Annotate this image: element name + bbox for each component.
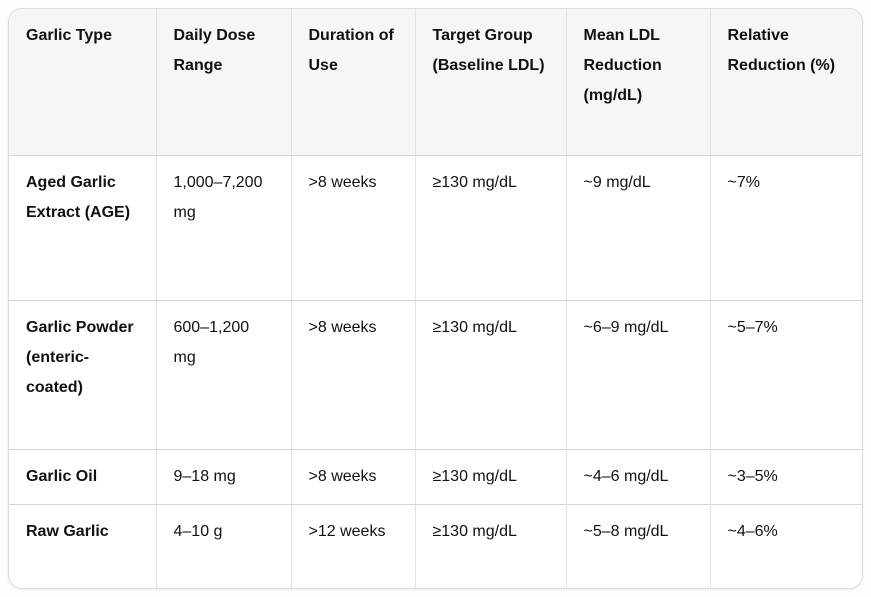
- header-cell-duration-of-use: Duration of Use: [290, 9, 416, 156]
- header-cell-mean-ldl-reduction: Mean LDL Reduction (mg/dL): [565, 9, 711, 156]
- garlic-ldl-table: Garlic Type Daily Dose Range Duration of…: [9, 9, 862, 588]
- garlic-table-card: Garlic Type Daily Dose Range Duration of…: [8, 8, 863, 589]
- cell-relative-reduction: ~7%: [709, 154, 862, 301]
- header-cell-relative-reduction: Relative Reduction (%): [709, 9, 862, 156]
- cell-daily-dose-range: 4–10 g: [155, 503, 292, 588]
- table-row-garlic-powder: Garlic Powder (enteric-coated) 600–1,200…: [9, 299, 862, 450]
- table-row-aged-garlic-extract: Aged Garlic Extract (AGE) 1,000–7,200 mg…: [9, 154, 862, 301]
- table-row-garlic-oil: Garlic Oil 9–18 mg >8 weeks ≥130 mg/dL ~…: [9, 448, 862, 505]
- cell-relative-reduction: ~5–7%: [709, 299, 862, 450]
- header-cell-target-group: Target Group (Baseline LDL): [414, 9, 567, 156]
- cell-garlic-type: Aged Garlic Extract (AGE): [9, 154, 157, 301]
- cell-target-group: ≥130 mg/dL: [414, 448, 567, 505]
- header-cell-daily-dose-range: Daily Dose Range: [155, 9, 292, 156]
- cell-daily-dose-range: 9–18 mg: [155, 448, 292, 505]
- cell-duration-of-use: >12 weeks: [290, 503, 416, 588]
- cell-target-group: ≥130 mg/dL: [414, 154, 567, 301]
- table-header-row: Garlic Type Daily Dose Range Duration of…: [9, 9, 862, 156]
- cell-mean-ldl-reduction: ~6–9 mg/dL: [565, 299, 711, 450]
- header-cell-garlic-type: Garlic Type: [9, 9, 157, 156]
- cell-mean-ldl-reduction: ~4–6 mg/dL: [565, 448, 711, 505]
- cell-duration-of-use: >8 weeks: [290, 448, 416, 505]
- cell-target-group: ≥130 mg/dL: [414, 299, 567, 450]
- table-row-raw-garlic: Raw Garlic 4–10 g >12 weeks ≥130 mg/dL ~…: [9, 503, 862, 588]
- cell-duration-of-use: >8 weeks: [290, 299, 416, 450]
- cell-daily-dose-range: 1,000–7,200 mg: [155, 154, 292, 301]
- cell-relative-reduction: ~3–5%: [709, 448, 862, 505]
- cell-target-group: ≥130 mg/dL: [414, 503, 567, 588]
- cell-duration-of-use: >8 weeks: [290, 154, 416, 301]
- cell-garlic-type: Raw Garlic: [9, 503, 157, 588]
- cell-mean-ldl-reduction: ~9 mg/dL: [565, 154, 711, 301]
- cell-garlic-type: Garlic Oil: [9, 448, 157, 505]
- cell-relative-reduction: ~4–6%: [709, 503, 862, 588]
- cell-daily-dose-range: 600–1,200 mg: [155, 299, 292, 450]
- cell-garlic-type: Garlic Powder (enteric-coated): [9, 299, 157, 450]
- cell-mean-ldl-reduction: ~5–8 mg/dL: [565, 503, 711, 588]
